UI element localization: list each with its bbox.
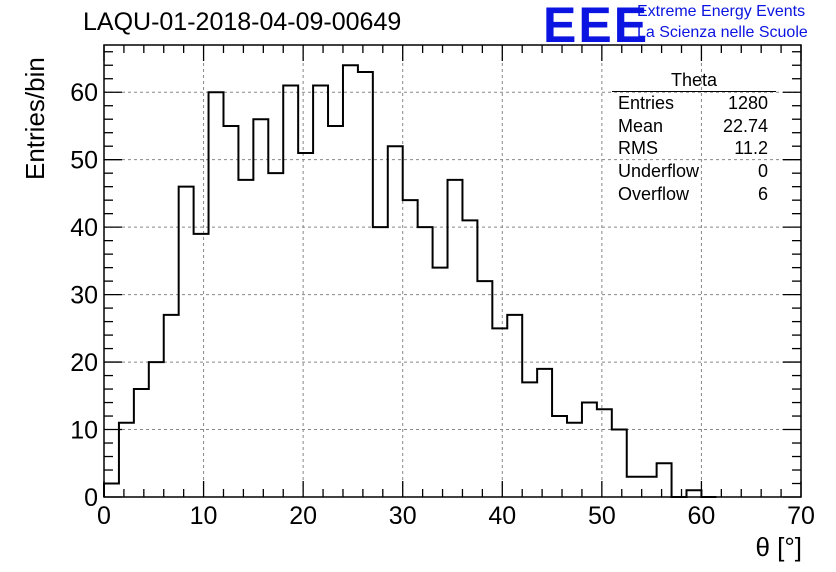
x-tick-label: 10 — [190, 502, 218, 530]
stats-label: Mean — [618, 115, 664, 136]
histogram-bin — [686, 490, 701, 497]
y-tick-label: 40 — [70, 214, 98, 242]
stats-value: 0 — [757, 161, 768, 182]
stats-label: Overflow — [618, 183, 690, 204]
x-tick-label: 20 — [289, 502, 317, 530]
stats-box: Theta Entries 1280 Mean 22.74 RMS 11.2 U… — [612, 70, 776, 205]
histogram-bin — [313, 85, 328, 497]
y-tick-label: 0 — [84, 484, 98, 512]
histogram-bin — [179, 187, 194, 497]
chart-title: LAQU-01-2018-04-09-00649 — [83, 8, 402, 36]
histogram-bin — [612, 430, 627, 497]
histogram-bin — [283, 85, 298, 497]
y-tick-label: 50 — [70, 147, 98, 175]
stats-label: Underflow — [618, 161, 700, 182]
histogram-bin — [552, 416, 567, 497]
x-axis-label: θ [°] — [755, 532, 802, 562]
histogram-bin — [642, 477, 657, 497]
x-tick-labels: 0 10 20 30 40 50 60 70 — [97, 502, 815, 530]
histogram-bin — [253, 119, 268, 497]
eee-logo: EEE — [543, 0, 650, 53]
histogram-bin — [209, 92, 224, 497]
histogram-bin — [119, 423, 134, 497]
stats-title: Theta — [612, 70, 776, 92]
histogram-outline — [103, 64, 717, 498]
histogram-bin — [492, 328, 507, 497]
histogram-bin — [522, 382, 537, 497]
histogram-bin — [507, 315, 522, 497]
histogram-bin — [134, 389, 149, 497]
x-tick-label: 30 — [389, 502, 417, 530]
stats-value: 22.74 — [722, 115, 768, 136]
x-tick-label: 40 — [488, 502, 516, 530]
y-tick-label: 20 — [70, 349, 98, 377]
histogram-bin — [358, 72, 373, 497]
stats-row-entries: Entries 1280 — [612, 92, 776, 115]
stats-value: 6 — [757, 183, 768, 204]
stats-value: 11.2 — [734, 138, 768, 159]
histogram-bin — [582, 403, 597, 497]
stats-row-underflow: Underflow 0 — [612, 160, 776, 183]
axis-ticks — [103, 45, 802, 498]
stats-row-mean: Mean 22.74 — [612, 115, 776, 138]
x-tick-label: 50 — [588, 502, 616, 530]
y-tick-label: 30 — [70, 282, 98, 310]
y-axis-label: Entries/bin — [20, 57, 50, 180]
histogram-bin — [537, 369, 552, 497]
plot-frame — [103, 44, 802, 498]
histogram-bin — [238, 180, 253, 497]
histogram-bin — [462, 220, 477, 497]
histogram-bin — [104, 484, 119, 497]
logo-line-2: La Scienza nelle Scuole — [637, 24, 808, 41]
x-tick-label: 60 — [688, 502, 716, 530]
x-tick-label: 70 — [787, 502, 815, 530]
y-tick-label: 10 — [70, 417, 98, 445]
histogram-bin — [597, 409, 612, 497]
stats-label: RMS — [618, 138, 658, 159]
histogram-bin — [477, 281, 492, 497]
histogram-bin — [657, 463, 672, 497]
histogram-bin — [298, 153, 313, 497]
logo-line-1: Extreme Energy Events — [637, 3, 806, 20]
y-tick-labels: 0 10 20 30 40 50 60 — [70, 79, 98, 512]
histogram-bin — [343, 65, 358, 497]
stats-row-rms: RMS 11.2 — [612, 137, 776, 160]
histogram-bin — [164, 315, 179, 497]
histogram-bin — [328, 126, 343, 497]
histogram-bin — [194, 234, 209, 497]
stats-value: 1280 — [727, 93, 768, 113]
y-tick-label: 60 — [70, 79, 98, 107]
histogram-bin — [433, 268, 448, 497]
histogram-bin — [403, 200, 418, 497]
histogram-bin — [268, 173, 283, 497]
stats-label: Entries — [618, 93, 675, 113]
histogram-bin — [149, 362, 164, 497]
histogram-bin — [223, 126, 238, 497]
histogram-bin — [567, 423, 582, 497]
stats-row-overflow: Overflow 6 — [612, 183, 776, 206]
histogram-bin — [388, 146, 403, 497]
x-tick-label: 0 — [97, 502, 111, 530]
histogram-bin — [627, 477, 642, 497]
